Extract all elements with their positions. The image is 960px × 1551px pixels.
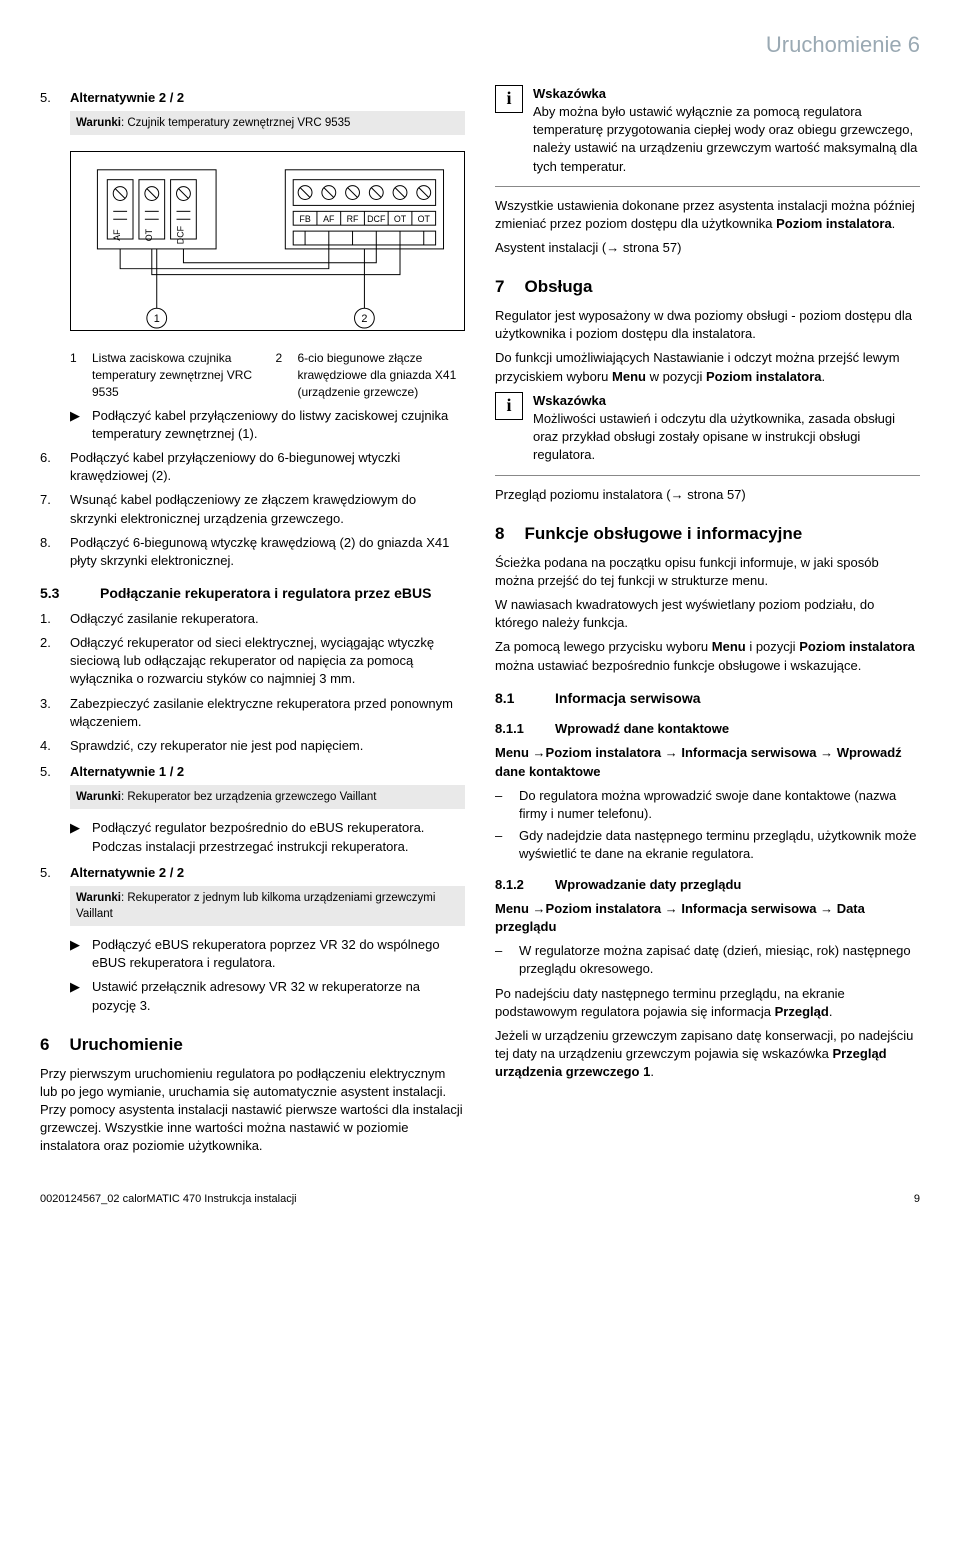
bullet-connect-1: ▶Podłączyć kabel przyłączeniowy do listw…: [70, 407, 465, 443]
divider: [495, 186, 920, 187]
step-8: 8.Podłączyć 6-biegunową wtyczkę krawędzi…: [40, 534, 465, 570]
step-53-2: 2.Odłączyć rekuperator od sieci elektryc…: [40, 634, 465, 689]
step-number: 5.: [40, 89, 60, 443]
svg-text:2: 2: [361, 313, 367, 325]
alt22b-b1: ▶Podłączyć eBUS rekuperatora poprzez VR …: [70, 936, 465, 972]
sec7-p1: Regulator jest wyposażony w dwa poziomy …: [495, 307, 920, 343]
sec8-p3: Za pomocą lewego przycisku wyboru Menu i…: [495, 638, 920, 674]
heading-8-1: 8.1Informacja serwisowa: [495, 689, 920, 709]
alt22b-cond: Warunki: Rekuperator z jednym lub kilkom…: [70, 886, 465, 926]
para-settings: Wszystkie ustawienia dokonane przez asys…: [495, 197, 920, 233]
menu-path-812: Menu →Poziom instalatora → Informacja se…: [495, 900, 920, 936]
sec8-p1: Ścieżka podana na początku opisu funkcji…: [495, 554, 920, 590]
svg-text:AF: AF: [112, 229, 122, 241]
heading-8-1-2: 8.1.2Wprowadzanie daty przeglądu: [495, 876, 920, 894]
step-6: 6.Podłączyć kabel przyłączeniowy do 6-bi…: [40, 449, 465, 485]
svg-text:OT: OT: [394, 214, 407, 224]
step-7: 7.Wsunąć kabel podłączeniowy ze złączem …: [40, 491, 465, 527]
svg-text:RF: RF: [347, 214, 359, 224]
alt-title: Alternatywnie 2 / 2: [70, 89, 465, 107]
step-53-4: 4.Sprawdzić, czy rekuperator nie jest po…: [40, 737, 465, 755]
legend-1: 1 Listwa zaciskowa czujnika temperatury …: [70, 350, 260, 400]
alt12-cond: Warunki: Rekuperator bez urządzenia grze…: [70, 785, 465, 809]
legend-2: 2 6-cio biegunowe złącze krawędziowe dla…: [276, 350, 466, 400]
heading-6: 6Uruchomienie: [40, 1033, 465, 1057]
info-box-1: i Wskazówka Aby można było ustawić wyłąc…: [495, 85, 920, 176]
svg-text:AF: AF: [323, 214, 335, 224]
step-53-1: 1.Odłączyć zasilanie rekuperatora.: [40, 610, 465, 628]
condition-box: Warunki: Czujnik temperatury zewnętrznej…: [70, 111, 465, 135]
dash-811-2: –Gdy nadejdzie data następnego terminu p…: [495, 827, 920, 863]
info1-title: Wskazówka: [533, 85, 920, 103]
sec812-p2: Jeżeli w urządzeniu grzewczym zapisano d…: [495, 1027, 920, 1082]
heading-7: 7Obsługa: [495, 275, 920, 299]
page-header: Uruchomienie 6: [40, 30, 920, 61]
heading-8-1-1: 8.1.1Wprowadź dane kontaktowe: [495, 720, 920, 738]
alt12-title: Alternatywnie 1 / 2: [70, 763, 465, 781]
sec812-p1: Po nadejściu daty następnego terminu prz…: [495, 985, 920, 1021]
footer-page-num: 9: [914, 1192, 920, 1207]
left-column: 5. Alternatywnie 2 / 2 Warunki: Czujnik …: [40, 81, 465, 1162]
alt12-b1: ▶Podłączyć regulator bezpośrednio do eBU…: [70, 819, 465, 855]
svg-text:DCF: DCF: [367, 214, 386, 224]
menu-path-811: Menu →Poziom instalatora → Informacja se…: [495, 744, 920, 780]
two-column-layout: 5. Alternatywnie 2 / 2 Warunki: Czujnik …: [40, 81, 920, 1162]
alt22b-title: Alternatywnie 2 / 2: [70, 864, 465, 882]
sec7-p2: Do funkcji umożliwiających Nastawianie i…: [495, 349, 920, 385]
page-footer: 0020124567_02 calorMATIC 470 Instrukcja …: [40, 1192, 920, 1207]
divider: [495, 475, 920, 476]
dash-812-1: –W regulatorze można zapisać datę (dzień…: [495, 942, 920, 978]
para-overview-ref: Przegląd poziomu instalatora (→ strona 5…: [495, 486, 920, 504]
info2-body: Możliwości ustawień i odczytu dla użytko…: [533, 410, 920, 465]
heading-5-3: 5.3Podłączanie rekuperatora i regulatora…: [40, 584, 465, 604]
step-53-5a: 5. Alternatywnie 1 / 2 Warunki: Rekupera…: [40, 763, 465, 856]
svg-text:OT: OT: [418, 214, 431, 224]
alt22b-b2: ▶Ustawić przełącznik adresowy VR 32 w re…: [70, 978, 465, 1014]
step-5-alt22: 5. Alternatywnie 2 / 2 Warunki: Czujnik …: [40, 89, 465, 443]
svg-text:1: 1: [154, 313, 160, 325]
sec8-p2: W nawiasach kwadratowych jest wyświetlan…: [495, 596, 920, 632]
heading-8: 8Funkcje obsługowe i informacyjne: [495, 522, 920, 546]
info-box-2: i Wskazówka Możliwości ustawień i odczyt…: [495, 392, 920, 465]
step-53-3: 3.Zabezpieczyć zasilanie elektryczne rek…: [40, 695, 465, 731]
svg-text:OT: OT: [144, 228, 154, 241]
wiring-diagram: AF OT DCF: [70, 151, 465, 331]
sec6-body: Przy pierwszym uruchomieniu regulatora p…: [40, 1065, 465, 1156]
svg-text:DCF: DCF: [175, 225, 185, 244]
info-icon: i: [495, 392, 523, 420]
info-icon: i: [495, 85, 523, 113]
svg-text:FB: FB: [299, 214, 310, 224]
info2-title: Wskazówka: [533, 392, 920, 410]
footer-doc-id: 0020124567_02 calorMATIC 470 Instrukcja …: [40, 1192, 297, 1207]
step-53-5b: 5. Alternatywnie 2 / 2 Warunki: Rekupera…: [40, 864, 465, 1015]
dash-811-1: –Do regulatora można wprowadzić swoje da…: [495, 787, 920, 823]
info1-body: Aby można było ustawić wyłącznie za pomo…: [533, 103, 920, 176]
right-column: i Wskazówka Aby można było ustawić wyłąc…: [495, 81, 920, 1162]
para-assistant-ref: Asystent instalacji (→ strona 57): [495, 239, 920, 257]
